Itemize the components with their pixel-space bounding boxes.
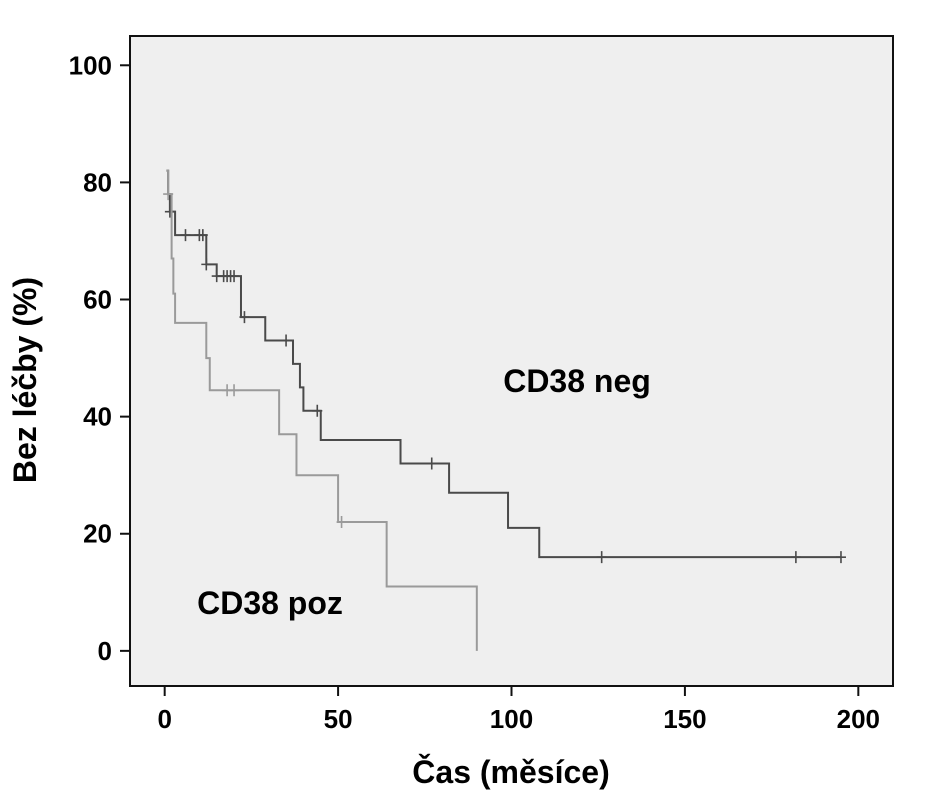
censor-mark — [596, 551, 607, 564]
y-tick-label: 60 — [83, 285, 112, 315]
censor-mark — [164, 205, 175, 218]
x-tick-label: 200 — [837, 704, 880, 734]
x-tick-label: 50 — [324, 704, 353, 734]
series-0 — [164, 169, 846, 564]
survival-curve — [166, 169, 841, 559]
x-axis-title: Čas (měsíce) — [412, 754, 609, 790]
censor-mark — [180, 229, 191, 242]
y-tick-label: 20 — [83, 519, 112, 549]
censor-mark — [163, 188, 174, 201]
censor-mark — [229, 384, 240, 397]
x-tick-label: 0 — [157, 704, 171, 734]
censor-mark — [281, 334, 292, 347]
series-label-cd38-neg: CD38 neg — [503, 363, 651, 399]
censor-mark — [312, 404, 323, 417]
censor-mark — [197, 229, 208, 242]
plot-area — [129, 35, 894, 687]
series-label-cd38-poz: CD38 poz — [197, 585, 343, 621]
y-axis-title: Bez léčby (%) — [7, 277, 43, 483]
censor-mark — [426, 457, 437, 470]
x-tick-label: 150 — [663, 704, 706, 734]
x-tick-label: 100 — [490, 704, 533, 734]
y-tick-label: 100 — [69, 50, 112, 80]
survival-curve — [166, 169, 478, 651]
y-tick-label: 0 — [98, 636, 112, 666]
censor-mark — [239, 311, 250, 324]
series-layer — [163, 169, 846, 651]
censor-mark — [790, 551, 801, 564]
series-1 — [163, 169, 478, 651]
axis-ticks: 0 50 100 150 200 0 20 40 60 80 100 — [69, 50, 880, 734]
y-tick-label: 40 — [83, 402, 112, 432]
censor-mark — [201, 258, 212, 271]
censor-mark — [835, 551, 846, 564]
censor-mark — [229, 270, 240, 283]
y-tick-label: 80 — [83, 167, 112, 197]
censor-mark — [336, 516, 347, 529]
